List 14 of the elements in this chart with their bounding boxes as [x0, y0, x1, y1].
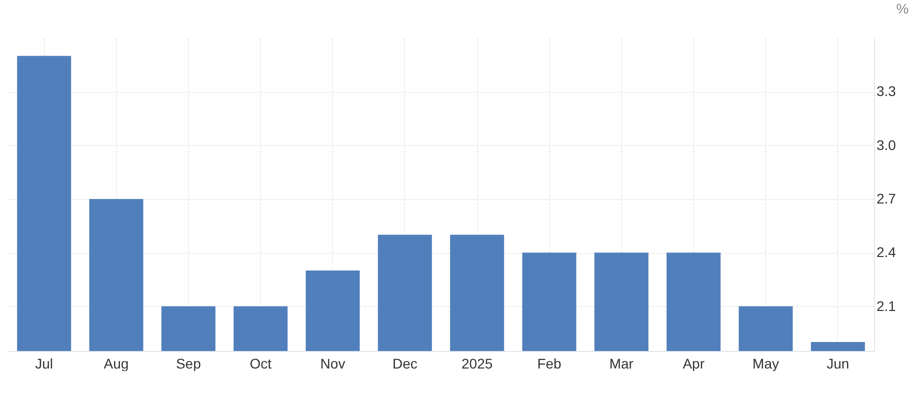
x-tick-label: Dec [392, 356, 418, 372]
x-tick-label: Jul [35, 356, 54, 372]
y-tick-label: 3.3 [876, 83, 896, 100]
x-tick-label: Mar [609, 356, 634, 372]
x-tick-label: Feb [537, 356, 562, 372]
y-tick-label: 2.1 [876, 298, 896, 314]
y-tick-label: 2.7 [876, 190, 896, 206]
x-tick-label: 2025 [462, 356, 493, 372]
y-tick-label: 3.0 [876, 136, 896, 153]
x-tick-label: Jun [826, 356, 850, 372]
y-axis-title: % [896, 0, 909, 16]
y-tick-label: 2.4 [876, 244, 896, 260]
x-tick-label: Oct [250, 356, 272, 372]
x-tick-label: Nov [320, 356, 346, 372]
